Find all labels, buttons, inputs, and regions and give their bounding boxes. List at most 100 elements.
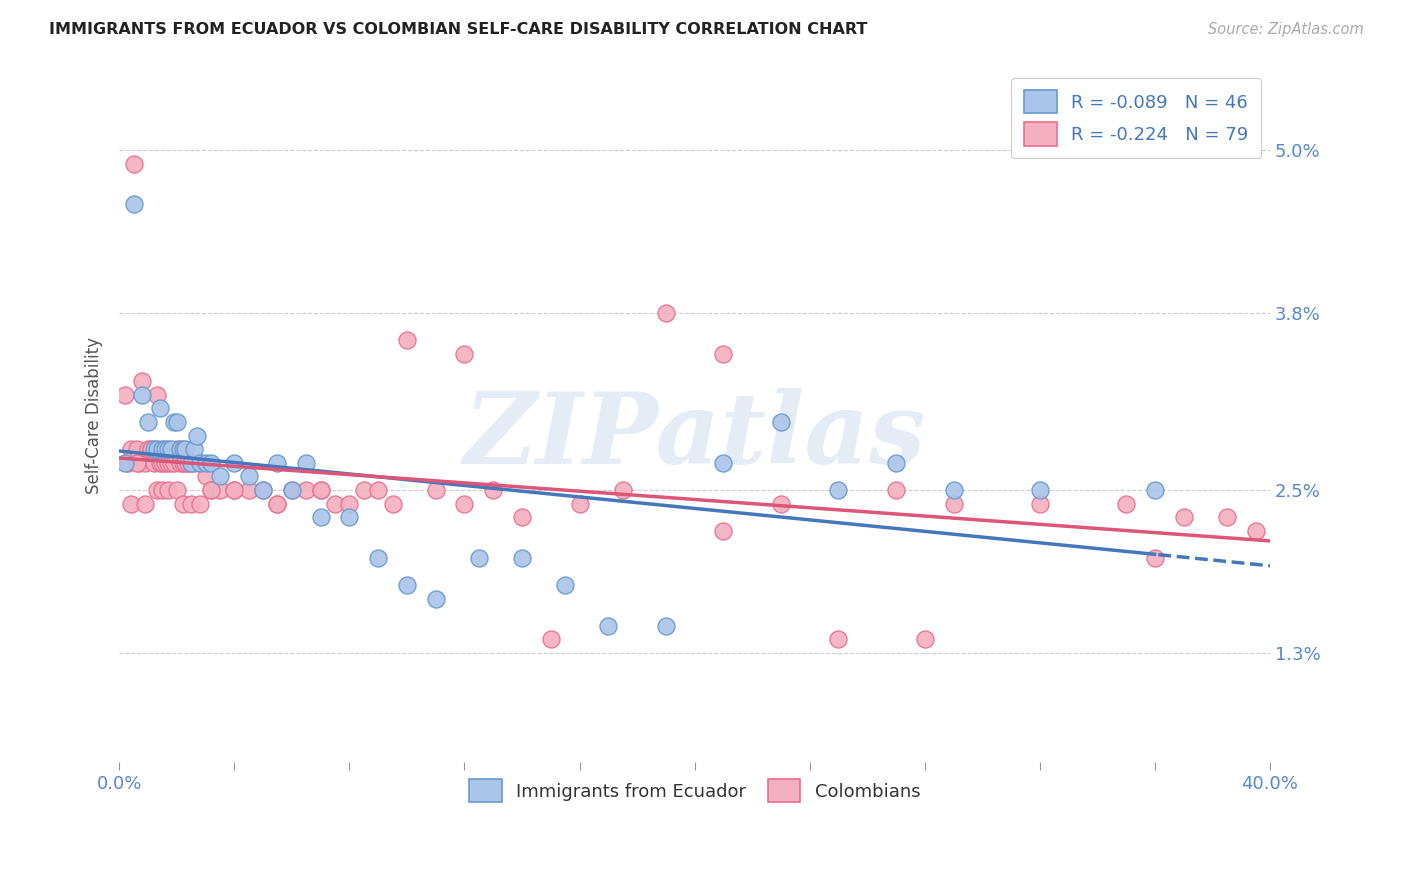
- Point: [353, 483, 375, 497]
- Point: [125, 456, 148, 470]
- Point: [769, 496, 792, 510]
- Point: [200, 483, 222, 497]
- Point: [1216, 510, 1239, 524]
- Point: [172, 456, 194, 470]
- Point: [157, 483, 180, 497]
- Point: [194, 469, 217, 483]
- Point: [186, 428, 208, 442]
- Point: [884, 456, 907, 470]
- Point: [142, 442, 165, 457]
- Point: [224, 483, 246, 497]
- Point: [568, 496, 591, 510]
- Point: [827, 483, 849, 497]
- Point: [425, 591, 447, 606]
- Point: [145, 388, 167, 402]
- Point: [188, 456, 211, 470]
- Text: Source: ZipAtlas.com: Source: ZipAtlas.com: [1208, 22, 1364, 37]
- Point: [1115, 496, 1137, 510]
- Point: [1173, 510, 1195, 524]
- Point: [145, 483, 167, 497]
- Point: [180, 456, 202, 470]
- Point: [128, 456, 150, 470]
- Point: [145, 442, 167, 457]
- Point: [510, 510, 533, 524]
- Point: [177, 456, 200, 470]
- Point: [134, 496, 156, 510]
- Point: [131, 374, 153, 388]
- Point: [266, 496, 288, 510]
- Point: [183, 456, 205, 470]
- Point: [395, 334, 418, 348]
- Point: [122, 156, 145, 170]
- Point: [540, 632, 562, 647]
- Point: [510, 550, 533, 565]
- Point: [155, 442, 177, 457]
- Point: [120, 496, 142, 510]
- Point: [367, 550, 389, 565]
- Point: [157, 456, 180, 470]
- Point: [172, 496, 194, 510]
- Point: [266, 496, 288, 510]
- Point: [152, 442, 174, 457]
- Point: [266, 456, 288, 470]
- Point: [655, 306, 678, 320]
- Point: [174, 456, 197, 470]
- Point: [339, 496, 361, 510]
- Text: IMMIGRANTS FROM ECUADOR VS COLOMBIAN SELF-CARE DISABILITY CORRELATION CHART: IMMIGRANTS FROM ECUADOR VS COLOMBIAN SEL…: [49, 22, 868, 37]
- Point: [884, 483, 907, 497]
- Point: [295, 483, 318, 497]
- Point: [166, 415, 188, 429]
- Point: [367, 483, 389, 497]
- Point: [598, 619, 620, 633]
- Point: [200, 456, 222, 470]
- Point: [482, 483, 505, 497]
- Point: [180, 456, 202, 470]
- Point: [655, 619, 678, 633]
- Legend: Immigrants from Ecuador, Colombians: Immigrants from Ecuador, Colombians: [457, 766, 932, 815]
- Point: [134, 456, 156, 470]
- Point: [183, 442, 205, 457]
- Point: [125, 442, 148, 457]
- Point: [139, 442, 162, 457]
- Point: [381, 496, 404, 510]
- Point: [281, 483, 304, 497]
- Point: [425, 483, 447, 497]
- Point: [114, 456, 136, 470]
- Point: [157, 442, 180, 457]
- Point: [208, 469, 231, 483]
- Point: [1244, 524, 1267, 538]
- Point: [117, 456, 139, 470]
- Point: [554, 578, 576, 592]
- Point: [309, 483, 332, 497]
- Point: [224, 456, 246, 470]
- Point: [155, 456, 177, 470]
- Point: [252, 483, 274, 497]
- Point: [188, 456, 211, 470]
- Point: [208, 483, 231, 497]
- Point: [114, 388, 136, 402]
- Point: [238, 469, 260, 483]
- Point: [136, 415, 159, 429]
- Point: [163, 415, 186, 429]
- Point: [139, 442, 162, 457]
- Point: [148, 401, 170, 416]
- Point: [295, 456, 318, 470]
- Y-axis label: Self-Care Disability: Self-Care Disability: [86, 336, 103, 493]
- Point: [188, 496, 211, 510]
- Point: [339, 510, 361, 524]
- Point: [180, 496, 202, 510]
- Point: [281, 483, 304, 497]
- Point: [395, 578, 418, 592]
- Point: [238, 483, 260, 497]
- Point: [1029, 496, 1052, 510]
- Point: [468, 550, 491, 565]
- Text: ZIPatlas: ZIPatlas: [464, 388, 925, 484]
- Point: [612, 483, 634, 497]
- Point: [120, 442, 142, 457]
- Point: [142, 456, 165, 470]
- Point: [914, 632, 936, 647]
- Point: [152, 456, 174, 470]
- Point: [1029, 483, 1052, 497]
- Point: [169, 442, 191, 457]
- Point: [152, 483, 174, 497]
